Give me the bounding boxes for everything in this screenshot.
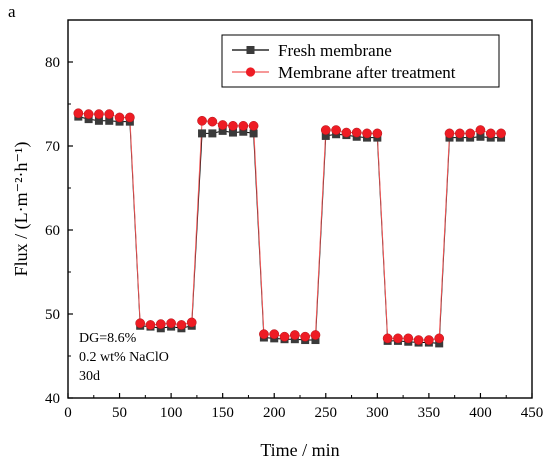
series-line-2 (78, 112, 502, 341)
y-tick-label: 50 (45, 307, 60, 323)
treated-membrane-point (145, 320, 156, 330)
x-tick-label: 0 (64, 405, 72, 421)
axis-ticks: 0 50 100 150 200 250 300 350 400 450 40 50 60 70 80 (45, 19, 544, 421)
fresh-membrane-point (476, 132, 485, 141)
x-tick-label: 250 (315, 405, 338, 421)
x-tick-label: 350 (418, 405, 441, 421)
treated-membrane-point (279, 331, 290, 342)
treated-membrane-point (135, 318, 146, 329)
treated-membrane-point (207, 116, 218, 127)
treated-membrane-point (331, 125, 341, 135)
annotations: DG=8.6% 0.2 wt% NaClO 30d (79, 331, 169, 384)
annotation-text: 0.2 wt% NaClO (79, 350, 169, 365)
series-lines (78, 112, 502, 344)
x-tick-label: 150 (211, 405, 234, 421)
legend: Fresh membrane Membrane after treatment (221, 34, 500, 88)
series-line-1 (78, 116, 502, 344)
fresh-membrane-point (435, 339, 444, 348)
treated-membrane-point (114, 112, 125, 123)
treated-membrane-point (454, 128, 465, 139)
legend-box (221, 34, 500, 88)
treated-membrane-point (289, 330, 300, 340)
treated-membrane-point (351, 127, 362, 138)
treated-membrane-point (197, 115, 207, 126)
treated-membrane-point (434, 333, 445, 344)
legend-square-marker (246, 46, 255, 54)
treated-membrane-point (424, 335, 434, 345)
treated-membrane-point (259, 329, 269, 340)
x-tick-label: 200 (263, 405, 286, 421)
treated-membrane-point (217, 120, 228, 130)
treated-membrane-point (83, 109, 94, 119)
annotation-text: 30d (79, 369, 100, 384)
treated-membrane-point (444, 128, 455, 139)
x-axis-title: Time / min (260, 440, 339, 460)
fresh-membrane-point (105, 116, 114, 125)
treated-membrane-point (465, 128, 475, 139)
fresh-membrane-point (321, 131, 330, 140)
treated-membrane-point (73, 108, 84, 119)
treated-membrane-point (372, 128, 383, 139)
treated-membrane-point (269, 329, 280, 340)
treated-membrane-point (382, 333, 393, 344)
annotation-text: DG=8.6% (79, 331, 137, 346)
series-markers (73, 108, 506, 348)
treated-membrane-point (393, 333, 403, 344)
treated-membrane-point (155, 319, 166, 329)
treated-membrane-point (166, 318, 176, 329)
legend-label: Membrane after treatment (278, 63, 456, 82)
treated-membrane-point (228, 120, 238, 131)
treated-membrane-point (485, 128, 496, 139)
fresh-membrane-point (198, 129, 207, 138)
treated-membrane-point (238, 120, 249, 131)
treated-membrane-point (125, 112, 135, 123)
y-tick-label: 40 (45, 391, 60, 407)
x-tick-label: 300 (366, 405, 389, 421)
treated-membrane-point (413, 335, 424, 345)
treated-membrane-point (341, 127, 352, 138)
x-tick-label: 450 (521, 405, 544, 421)
treated-membrane-point (186, 317, 197, 328)
treated-membrane-point (496, 128, 506, 139)
fresh-membrane-point (249, 129, 258, 138)
y-tick-label: 60 (45, 223, 60, 239)
legend-circle-marker (245, 67, 256, 77)
treated-membrane-point (104, 109, 115, 119)
treated-membrane-point (248, 120, 259, 131)
fresh-membrane-point (94, 116, 103, 125)
fresh-membrane-point (218, 126, 227, 135)
treated-membrane-point (475, 125, 486, 135)
y-axis-title: Flux / (L·m⁻²·h⁻¹) (11, 142, 32, 277)
treated-membrane-point (300, 331, 311, 342)
legend-label: Fresh membrane (278, 41, 392, 60)
x-tick-label: 400 (469, 405, 492, 421)
treated-membrane-point (310, 330, 321, 340)
fresh-membrane-point (228, 128, 237, 137)
x-tick-label: 50 (112, 405, 127, 421)
fresh-membrane-point (239, 127, 248, 136)
y-tick-label: 80 (45, 55, 60, 71)
treated-membrane-point (176, 320, 187, 330)
x-tick-label: 100 (160, 405, 183, 421)
fresh-membrane-point (84, 115, 93, 124)
panel-label: a (8, 2, 16, 21)
treated-membrane-point (403, 333, 414, 344)
fresh-membrane-point (208, 129, 217, 138)
treated-membrane-point (320, 125, 331, 135)
fresh-membrane-point (311, 336, 320, 345)
y-tick-label: 70 (45, 139, 60, 155)
treated-membrane-point (94, 109, 104, 119)
treated-membrane-point (362, 128, 372, 139)
